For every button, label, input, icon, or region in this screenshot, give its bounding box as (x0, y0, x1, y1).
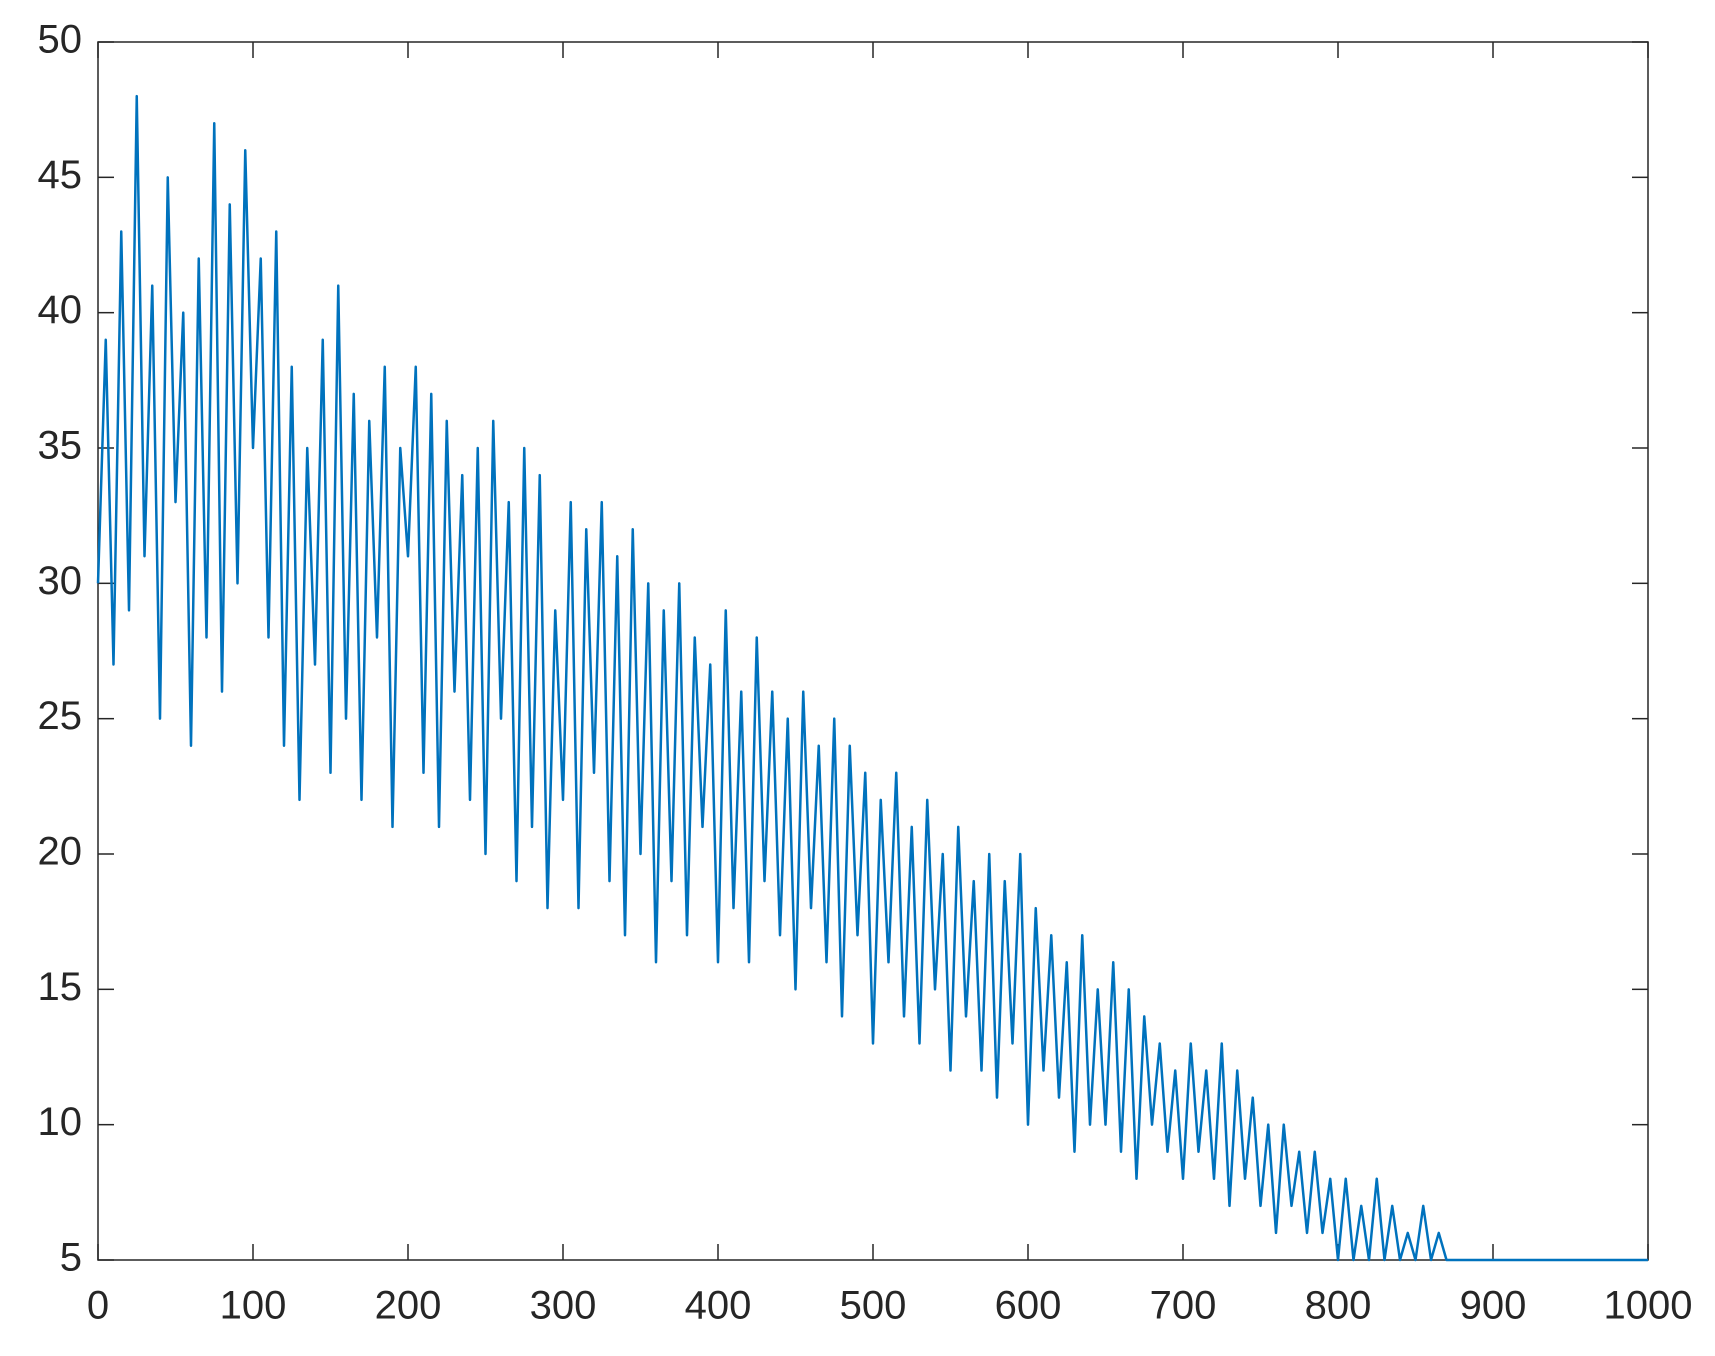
y-tick-label: 30 (38, 559, 83, 603)
x-tick-label: 0 (87, 1284, 109, 1328)
x-tick-label: 400 (685, 1284, 752, 1328)
y-tick-label: 25 (38, 694, 83, 738)
y-tick-label: 35 (38, 424, 83, 468)
x-tick-label: 800 (1305, 1284, 1372, 1328)
x-tick-label: 300 (530, 1284, 597, 1328)
y-tick-label: 15 (38, 965, 83, 1009)
x-tick-label: 700 (1150, 1284, 1217, 1328)
y-tick-label: 45 (38, 153, 83, 197)
x-tick-label: 600 (995, 1284, 1062, 1328)
x-tick-label: 900 (1460, 1284, 1527, 1328)
y-tick-label: 5 (60, 1236, 82, 1280)
y-tick-label: 50 (38, 18, 83, 62)
x-tick-label: 100 (220, 1284, 287, 1328)
data-line (96, 94, 1648, 1262)
x-tick-label: 500 (840, 1284, 907, 1328)
y-tick-label: 40 (38, 288, 83, 332)
y-tick-label: 20 (38, 830, 83, 874)
x-tick-label: 1000 (1604, 1284, 1693, 1328)
plot-area (97, 41, 1649, 1261)
x-tick-label: 200 (375, 1284, 442, 1328)
y-tick-label: 10 (38, 1100, 83, 1144)
